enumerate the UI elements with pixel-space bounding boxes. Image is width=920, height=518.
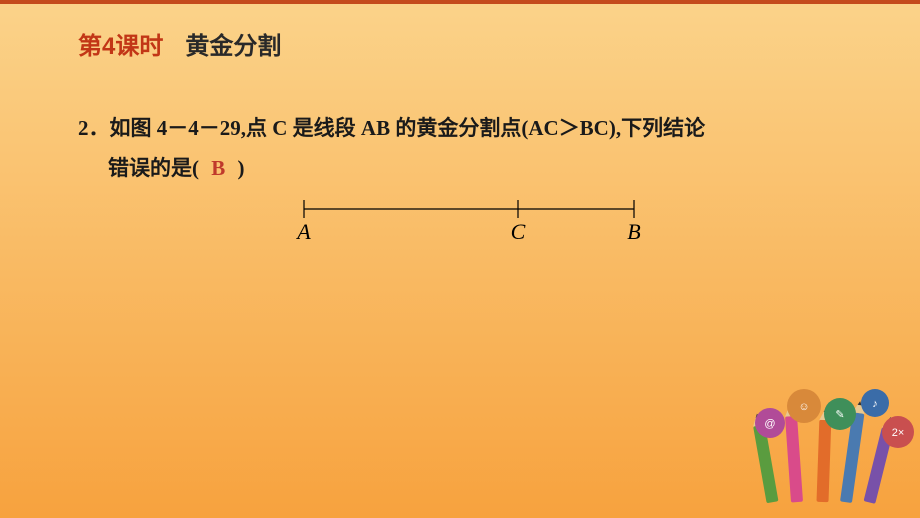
question-line-2: 错误的是( B ) — [108, 149, 860, 189]
question-text-2a: 错误的是( — [108, 156, 199, 180]
decorative-pencils: @ ☺ ✎ ♪ 2× — [740, 388, 920, 518]
question-number: 2． — [78, 116, 110, 140]
svg-text:A: A — [295, 219, 311, 244]
svg-text:B: B — [627, 219, 640, 244]
question-text-1: 如图 4－4－29,点 C 是线段 AB 的黄金分割点(AC＞BC),下列结论 — [110, 116, 706, 140]
svg-text:C: C — [511, 219, 526, 244]
question-text-2b: ) — [238, 156, 245, 180]
line-segment-figure: ACB — [284, 197, 654, 252]
lesson-number: 第4课时 — [78, 33, 163, 60]
svg-text:☺: ☺ — [798, 401, 809, 413]
slide: 第4课时 黄金分割 2．如图 4－4－29,点 C 是线段 AB 的黄金分割点(… — [0, 0, 920, 518]
slide-header: 第4课时 黄金分割 — [0, 4, 920, 61]
svg-text:@: @ — [764, 418, 775, 430]
answer-letter: B — [204, 149, 232, 189]
svg-text:2×: 2× — [892, 427, 905, 439]
question-block: 2．如图 4－4－29,点 C 是线段 AB 的黄金分割点(AC＞BC),下列结… — [0, 61, 920, 252]
figure-container: ACB — [78, 197, 860, 252]
lesson-title: 黄金分割 — [185, 33, 281, 60]
svg-text:✎: ✎ — [835, 409, 844, 421]
svg-text:♪: ♪ — [872, 398, 878, 410]
question-line-1: 2．如图 4－4－29,点 C 是线段 AB 的黄金分割点(AC＞BC),下列结… — [78, 109, 860, 149]
